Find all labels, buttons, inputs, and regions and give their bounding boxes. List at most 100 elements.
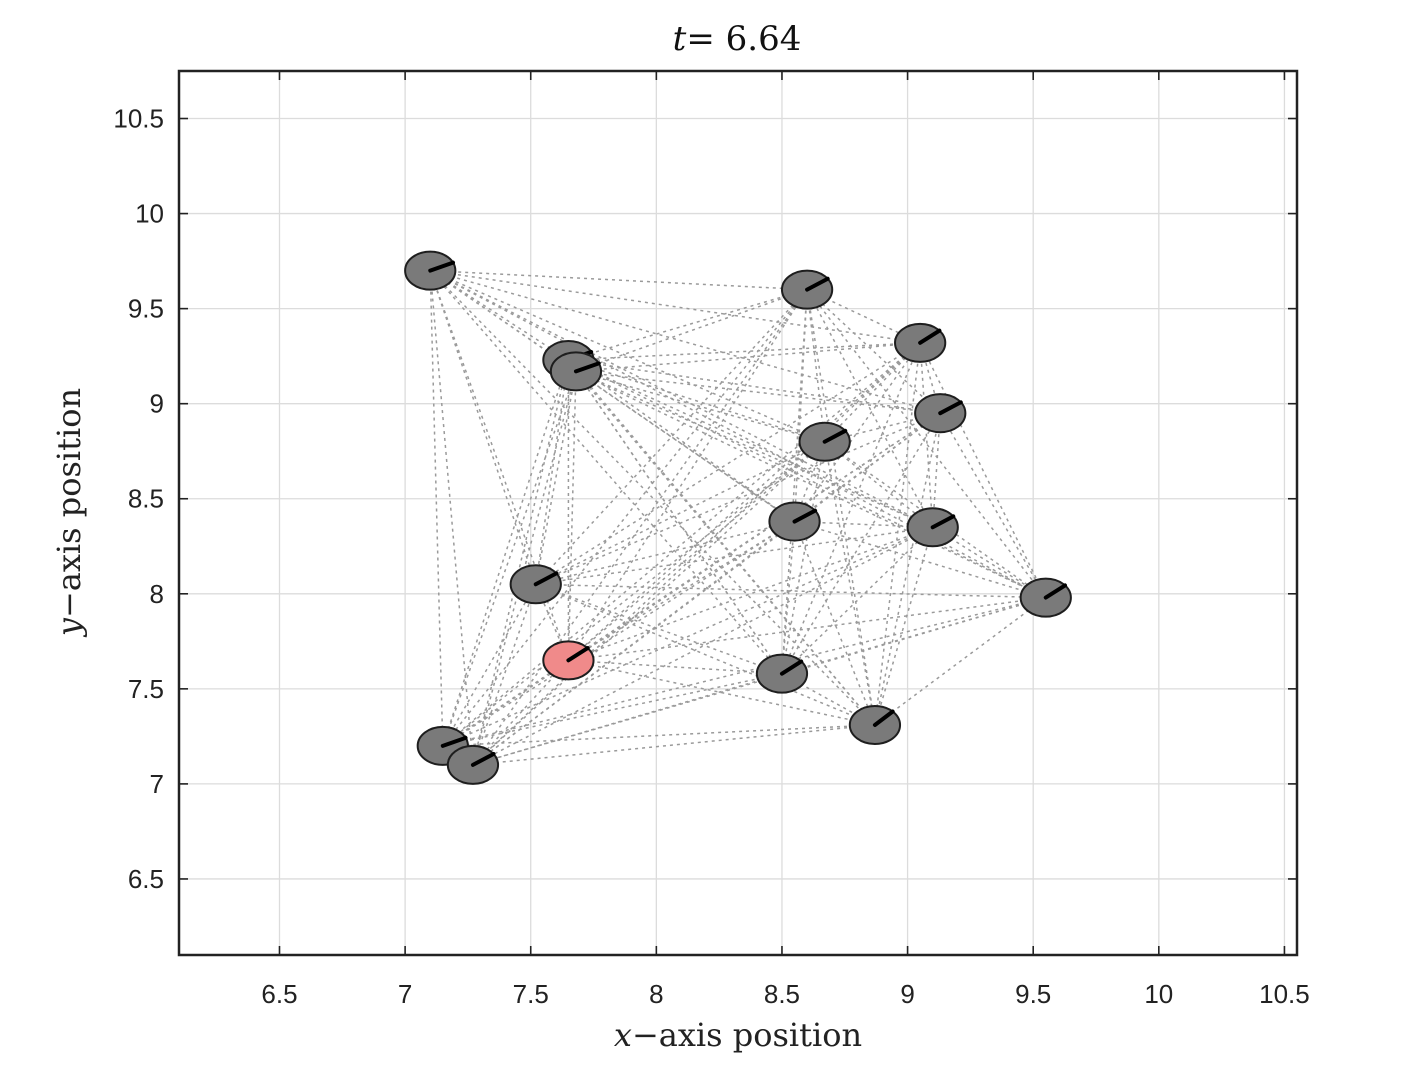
link-line — [472, 526, 934, 766]
link-line — [442, 659, 569, 747]
agent-heading-line — [533, 571, 559, 587]
link-line — [535, 359, 570, 585]
link-line — [575, 370, 783, 675]
link-line — [442, 342, 921, 747]
agent — [780, 269, 834, 310]
link-line — [535, 371, 577, 585]
agent-heading-line — [805, 276, 830, 292]
link-line — [535, 583, 1046, 599]
agent-heading-line — [930, 514, 956, 530]
link-line — [806, 289, 941, 414]
link-line — [472, 724, 875, 766]
x-axis-text: −axis position — [632, 1016, 862, 1054]
link-line — [823, 441, 876, 726]
x-tick-label: 10 — [1144, 979, 1173, 1009]
link-line — [781, 521, 796, 674]
link-line — [781, 412, 941, 675]
agent — [906, 507, 959, 548]
link-line — [567, 359, 795, 523]
link-line — [919, 342, 941, 414]
y-axis-variable: y — [50, 617, 88, 638]
x-tick-label: 6.5 — [261, 979, 297, 1009]
agents — [404, 250, 1072, 785]
agent-heading-line — [428, 260, 456, 273]
link-line — [442, 520, 795, 747]
title-variable: t — [673, 19, 687, 59]
agent — [894, 322, 947, 363]
axis-ticks: 6.5 7 7.5 8 8.5 9 9.5 10 10.5 6.5 7 7.5 8 8.5 9 9.5 10 10… — [113, 71, 1310, 1009]
link-line — [442, 526, 934, 747]
link-line — [781, 526, 934, 675]
x-tick-label: 7 — [398, 979, 412, 1009]
link-line — [442, 359, 570, 747]
agent — [509, 564, 562, 605]
link-line — [429, 270, 444, 746]
link-line — [874, 527, 934, 726]
link-line — [535, 583, 876, 726]
link-line — [442, 371, 577, 747]
agent-heading-line — [918, 328, 942, 345]
agent — [446, 744, 500, 785]
agent-heading-line — [822, 428, 848, 444]
link-line — [793, 289, 808, 522]
link-line — [568, 526, 933, 662]
link-line — [568, 412, 941, 661]
link-line — [568, 659, 783, 675]
link-line — [567, 441, 826, 661]
y-tick-label: 10.5 — [113, 104, 164, 134]
y-tick-label: 9.5 — [128, 294, 164, 324]
agent-heading-line — [440, 735, 468, 748]
x-tick-label: 8.5 — [764, 979, 800, 1009]
chart-title: t= 6.64 — [673, 19, 802, 59]
agent — [1019, 577, 1072, 618]
link-line — [429, 269, 934, 528]
agent-heading-line — [779, 659, 804, 676]
agent — [848, 704, 902, 745]
link-line — [472, 520, 795, 766]
link-line — [535, 412, 941, 585]
link-line — [429, 269, 825, 443]
link-line — [429, 270, 537, 585]
link-line — [535, 520, 795, 586]
y-tick-label: 9 — [150, 389, 164, 419]
plot-frame — [177, 69, 1299, 957]
link-line — [472, 342, 921, 766]
link-line — [939, 412, 1047, 598]
agent — [798, 421, 851, 462]
link-line — [472, 659, 569, 766]
highlighted-agent — [542, 640, 595, 681]
x-tick-label: 10.5 — [1259, 979, 1310, 1009]
link-line — [472, 289, 808, 766]
y-tick-label: 10 — [135, 199, 164, 229]
link-line — [442, 672, 783, 747]
link-line — [575, 370, 1047, 599]
x-axis-label: x−axis position — [614, 1016, 862, 1054]
y-tick-label: 8.5 — [128, 484, 164, 514]
link-line — [429, 269, 569, 361]
link-line — [874, 596, 1047, 726]
grid — [179, 71, 1297, 955]
link-line — [567, 359, 876, 726]
link-line — [429, 270, 783, 675]
link-line — [535, 342, 921, 585]
link-line — [824, 342, 921, 443]
link-line — [442, 289, 808, 747]
link-line — [575, 288, 808, 373]
link-line — [430, 269, 921, 344]
link-line — [568, 342, 921, 361]
agent — [768, 501, 821, 542]
x-axis-variable: x — [614, 1016, 632, 1054]
agent — [755, 653, 809, 694]
agent-heading-line — [1043, 583, 1068, 600]
agent-heading-line — [938, 400, 963, 416]
link-line — [919, 342, 934, 528]
x-tick-label: 9 — [900, 979, 914, 1009]
link-line — [919, 342, 1047, 598]
y-tick-label: 7 — [150, 769, 164, 799]
link-line — [442, 724, 875, 747]
link-line — [806, 289, 1047, 599]
agent — [914, 393, 967, 434]
link-line — [568, 359, 825, 443]
link-line — [429, 270, 876, 726]
